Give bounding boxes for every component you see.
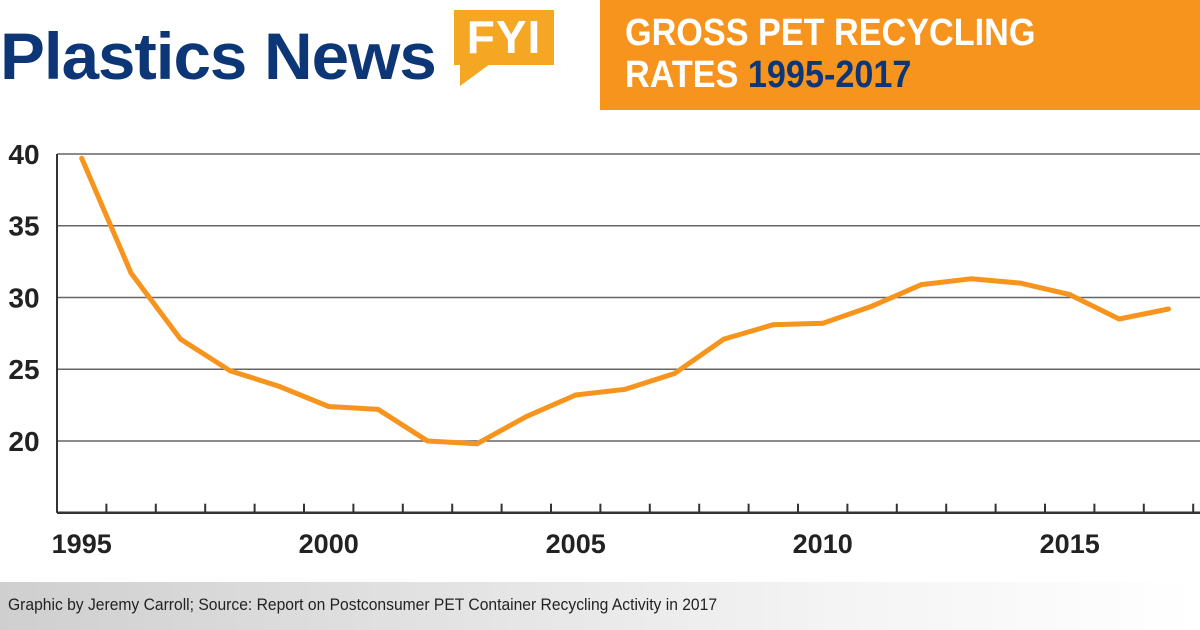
x-tick-label: 2005 [546,529,606,559]
line-chart: 20 25 30 35 40 1995 2000 2005 2010 2015 [8,139,1200,559]
y-tick-label: 35 [8,211,39,242]
data-point-2003 [474,441,480,447]
data-point-2017 [1166,306,1171,312]
data-point-2008 [721,336,727,342]
fyi-text: FYI [466,11,542,63]
source-credit: Graphic by Jeremy Carroll; Source: Repor… [8,595,718,614]
data-point-1997 [178,336,183,342]
title-line1: GROSS PET RECYCLING [625,12,1036,54]
series-line [79,157,1169,447]
footer: Graphic by Jeremy Carroll; Source: Repor… [0,582,1200,630]
data-point-2000 [326,404,332,410]
data-point-2002 [425,438,430,444]
chart-title: GROSS PET RECYCLING RATES 1995-2017 [625,12,1035,96]
data-point-2014 [1017,280,1023,286]
data-point-1996 [128,270,134,276]
y-tick-label: 20 [8,426,39,457]
title-line2: RATES [625,54,739,96]
data-point-2007 [672,371,677,377]
data-point-2013 [968,276,974,282]
y-tick-label: 25 [8,354,39,385]
fyi-badge: FYI [454,10,554,65]
data-point-1999 [276,383,282,389]
x-tick-label: 1995 [52,529,112,559]
data-point-2015 [1067,292,1073,298]
data-point-1995 [79,155,85,161]
x-tick-label: 2000 [299,529,359,559]
title-box: GROSS PET RECYCLING RATES 1995-2017 [600,0,1200,110]
data-point-2001 [375,406,381,412]
data-point-2016 [1116,316,1122,322]
data-point-2011 [869,303,875,309]
data-point-2005 [573,392,579,398]
x-tick-label: 2015 [1040,529,1100,559]
y-tick-label: 40 [8,139,39,170]
speech-bubble-tail-icon [460,64,490,86]
data-point-2004 [523,414,529,420]
data-point-2012 [919,282,924,288]
title-years: 1995-2017 [747,54,912,96]
x-tick-label: 2010 [793,529,853,559]
data-point-2010 [820,320,826,326]
data-point-1998 [227,368,233,374]
y-tick-label: 30 [8,282,39,313]
data-point-2009 [770,322,776,328]
logo: Plastics News [0,19,437,93]
data-point-2006 [622,386,628,392]
